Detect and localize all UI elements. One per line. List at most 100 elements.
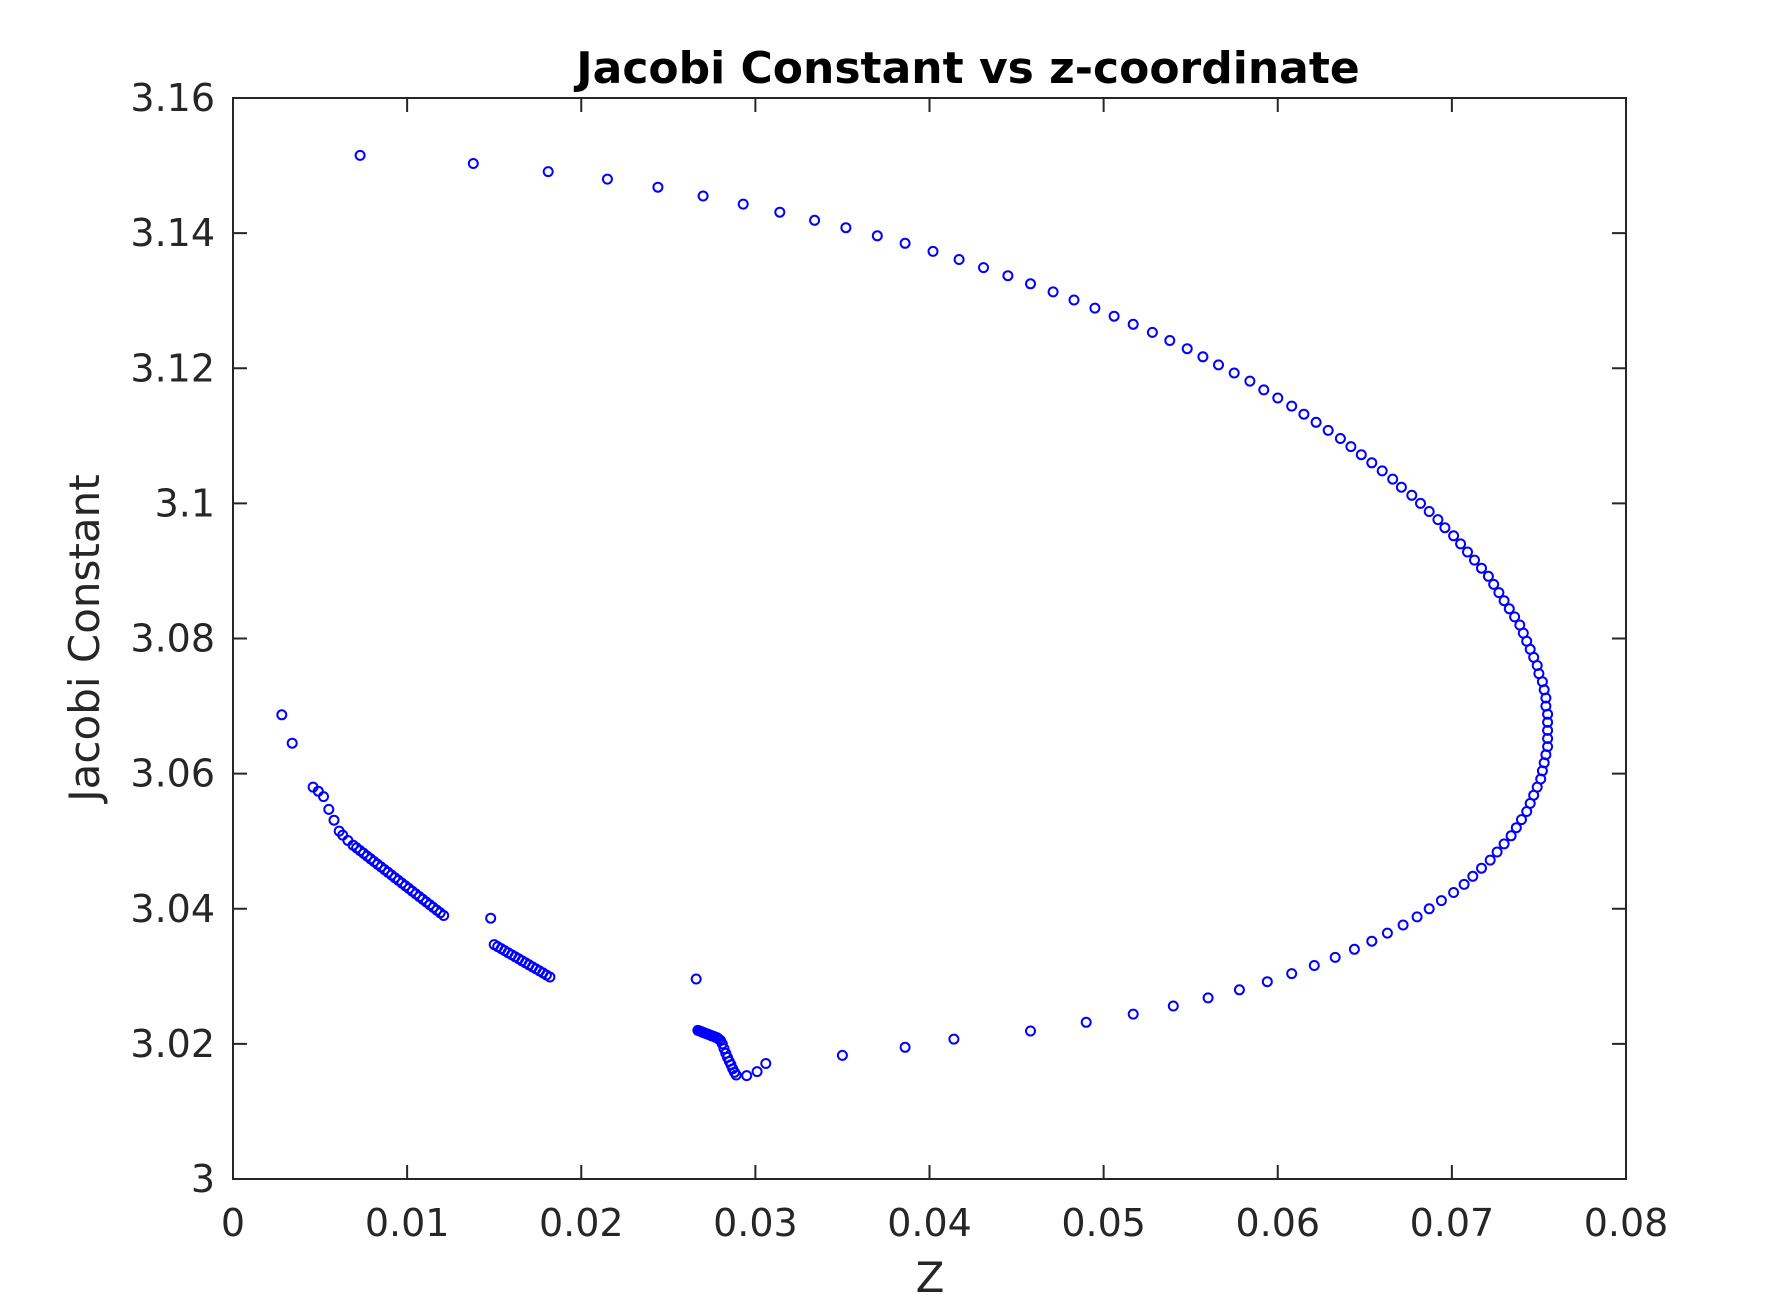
- data-point: [1233, 984, 1245, 996]
- data-point: [840, 222, 852, 234]
- data-point: [978, 262, 989, 274]
- x-tick-label: 0.03: [713, 1201, 798, 1245]
- data-point: [737, 198, 749, 210]
- x-tick-label: 0.04: [887, 1201, 972, 1245]
- data-point: [1467, 870, 1479, 882]
- data-point: [1509, 611, 1521, 623]
- data-point: [1348, 943, 1360, 955]
- data-point: [1423, 903, 1435, 915]
- data-point: [1258, 384, 1270, 396]
- data-point: [652, 181, 664, 193]
- data-point: [1455, 538, 1467, 550]
- data-point: [1002, 270, 1014, 282]
- y-tick-label: 3.06: [130, 752, 215, 796]
- y-tick-label: 3.04: [130, 887, 215, 931]
- x-tick-label: 0.05: [1061, 1201, 1146, 1245]
- data-point: [1286, 400, 1298, 412]
- data-point: [1448, 530, 1460, 542]
- data-point: [948, 1033, 960, 1045]
- y-tick-label: 3.16: [130, 76, 215, 120]
- data-point: [1127, 318, 1139, 330]
- data-point: [1415, 497, 1426, 509]
- data-point: [741, 1070, 753, 1082]
- data-point: [953, 254, 965, 265]
- data-point: [1498, 838, 1510, 850]
- data-point: [1376, 465, 1388, 477]
- x-tick-label: 0.01: [365, 1201, 450, 1245]
- data-point: [1366, 457, 1378, 469]
- data-point: [1334, 433, 1346, 444]
- data-point: [1493, 587, 1505, 599]
- chart-title: Jacobi Constant vs z-coordinate: [573, 43, 1359, 94]
- data-point: [542, 166, 554, 178]
- data-markers: [276, 149, 1554, 1082]
- data-point: [467, 158, 479, 169]
- data-point: [871, 230, 883, 242]
- data-point: [1397, 919, 1409, 931]
- data-point: [1484, 854, 1496, 866]
- data-point: [1366, 935, 1378, 947]
- data-point: [1381, 927, 1393, 939]
- data-point: [697, 190, 709, 202]
- data-point: [1355, 449, 1367, 461]
- data-point: [1244, 375, 1256, 387]
- data-point: [354, 149, 366, 161]
- data-point: [1469, 554, 1480, 566]
- data-point: [307, 781, 319, 793]
- data-point: [1503, 603, 1515, 615]
- data-point: [1146, 326, 1158, 338]
- data-point: [323, 803, 335, 815]
- data-point: [1213, 359, 1224, 371]
- x-tick-label: 0.07: [1410, 1201, 1495, 1245]
- data-point: [690, 973, 702, 985]
- data-point: [1047, 286, 1059, 298]
- data-point: [1491, 846, 1503, 858]
- data-point: [1387, 473, 1399, 485]
- data-point: [1310, 416, 1322, 428]
- data-point: [1181, 343, 1193, 355]
- data-point: [1488, 578, 1500, 590]
- data-point: [1406, 489, 1418, 501]
- y-tick-label: 3: [191, 1157, 215, 1201]
- data-point: [1108, 310, 1120, 322]
- data-point: [1516, 814, 1527, 826]
- x-tick-label: 0: [221, 1201, 245, 1245]
- data-point: [1411, 911, 1423, 923]
- data-point: [1482, 570, 1494, 582]
- data-point: [1089, 302, 1101, 314]
- x-axis-label: Z: [916, 1253, 945, 1302]
- data-point: [1025, 278, 1036, 290]
- data-point: [276, 709, 288, 721]
- y-tick-label: 3.1: [155, 481, 215, 525]
- data-point: [1462, 546, 1473, 558]
- data-point: [1068, 294, 1080, 306]
- data-point: [1298, 408, 1310, 420]
- data-point: [809, 214, 821, 226]
- y-tick-labels: 3 3.02 3.04 3.06 3.08 3.1 3.12 3.14 3.16: [130, 76, 215, 1201]
- data-point: [1197, 351, 1209, 363]
- data-point: [1329, 951, 1341, 963]
- data-point: [692, 1024, 704, 1036]
- data-point: [1510, 822, 1522, 834]
- data-point: [899, 1041, 911, 1053]
- data-point: [328, 814, 340, 826]
- data-point: [927, 245, 939, 257]
- data-point: [1458, 878, 1470, 890]
- data-point: [488, 939, 500, 951]
- data-point: [333, 825, 345, 837]
- ticks: [232, 97, 1627, 1180]
- data-point: [1167, 1000, 1179, 1012]
- data-point: [1432, 514, 1444, 526]
- x-tick-label: 0.08: [1584, 1201, 1669, 1245]
- y-tick-label: 3.12: [130, 346, 215, 390]
- data-point: [1286, 968, 1298, 980]
- data-point: [1505, 830, 1517, 842]
- y-tick-label: 3.08: [130, 617, 215, 661]
- data-point: [1423, 506, 1435, 517]
- data-point: [1395, 481, 1407, 493]
- data-point: [286, 737, 298, 749]
- data-point: [1272, 392, 1284, 404]
- data-point: [1498, 595, 1510, 607]
- data-point: [1261, 976, 1273, 988]
